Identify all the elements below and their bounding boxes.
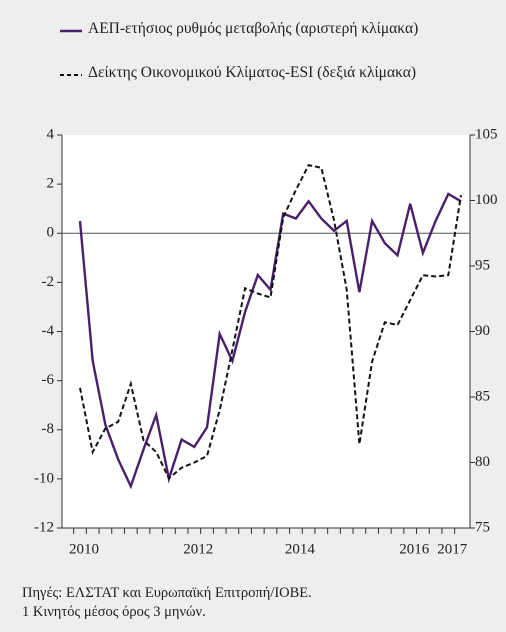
y-tick-label: -10 bbox=[34, 470, 54, 486]
note: Πηγές: ΕΛΣΤΑΤ και Ευρωπαϊκή Επιτροπή/ΙΟΒ… bbox=[22, 585, 312, 601]
x-tick-label: 2016 bbox=[399, 541, 430, 557]
series-line bbox=[79, 163, 462, 480]
y2-tick-label: 100 bbox=[475, 192, 498, 208]
plot-area bbox=[62, 135, 470, 528]
y2-tick-label: 105 bbox=[475, 126, 498, 142]
x-tick-label: 2012 bbox=[183, 541, 213, 557]
y2-tick-label: 85 bbox=[475, 388, 490, 404]
x-tick-label: 2010 bbox=[69, 541, 99, 557]
y-tick-label: 2 bbox=[47, 176, 55, 192]
y-tick-label: -6 bbox=[42, 372, 55, 388]
y2-tick-label: 90 bbox=[475, 323, 490, 339]
y-tick-label: 0 bbox=[47, 225, 55, 241]
y2-tick-label: 80 bbox=[475, 454, 490, 470]
y-tick-label: -2 bbox=[42, 274, 55, 290]
legend-text: Δείκτης Οικονομικού Κλίματος-ESI (δεξιά … bbox=[88, 64, 417, 81]
y-tick-label: -8 bbox=[42, 421, 55, 437]
note: 1 Κινητός μέσος όρος 3 μηνών. bbox=[22, 604, 206, 620]
y2-tick-label: 95 bbox=[475, 257, 490, 273]
y-tick-label: 4 bbox=[47, 126, 55, 142]
y-tick-label: -12 bbox=[34, 519, 54, 535]
x-tick-label: 2017 bbox=[437, 541, 468, 557]
legend-text: ΑΕΠ-ετήσιος ρυθμός μεταβολής (αριστερή κ… bbox=[88, 20, 419, 37]
y2-tick-label: 75 bbox=[475, 519, 490, 535]
series-line bbox=[78, 192, 462, 490]
y-tick-label: -4 bbox=[42, 323, 55, 339]
x-tick-label: 2014 bbox=[285, 541, 316, 557]
